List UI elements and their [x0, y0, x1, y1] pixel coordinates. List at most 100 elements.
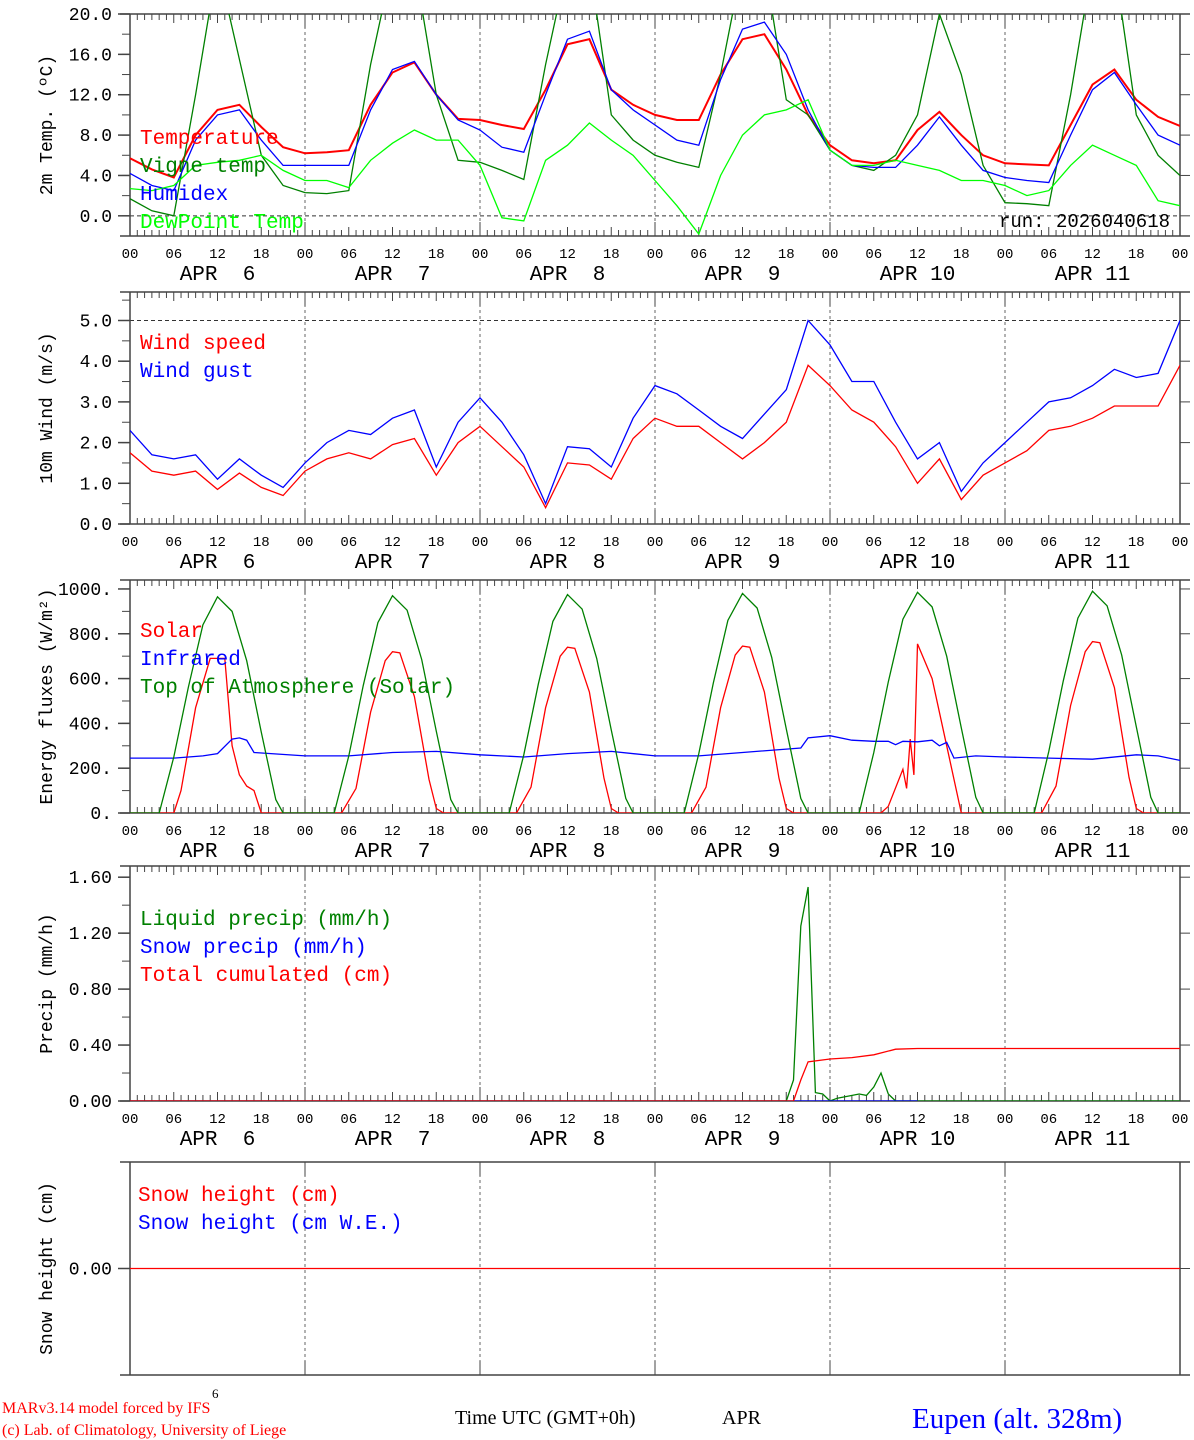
day-label: APR 9	[705, 552, 781, 575]
day-label: APR 8	[530, 264, 606, 287]
x-tick-label: 06	[515, 1112, 532, 1128]
x-tick-label: 06	[865, 1112, 882, 1128]
day-label: APR 11	[1055, 841, 1131, 864]
x-tick-label: 06	[165, 535, 182, 551]
x-tick-label: 06	[865, 247, 882, 263]
x-tick-label: 12	[209, 824, 226, 840]
x-tick-label: 06	[690, 247, 707, 263]
y-tick-label: 0.0	[80, 208, 112, 228]
legend-entry: Solar	[140, 621, 203, 644]
x-tick-label: 06	[515, 824, 532, 840]
day-label: APR 7	[355, 264, 431, 287]
x-tick-label: 12	[559, 1112, 576, 1128]
x-tick-label: 12	[209, 247, 226, 263]
y-tick-label: 2.0	[80, 435, 112, 455]
y-tick-label: 1.0	[80, 475, 112, 495]
x-tick-label: 00	[122, 824, 139, 840]
x-tick-label: 12	[559, 824, 576, 840]
x-tick-label: 06	[690, 535, 707, 551]
legend-entry: Liquid precip (mm/h)	[140, 909, 392, 932]
x-tick-label: 00	[1172, 824, 1189, 840]
x-tick-label: 18	[428, 1112, 445, 1128]
x-tick-label: 06	[165, 247, 182, 263]
day-label: APR 7	[355, 841, 431, 864]
day-label: APR 8	[530, 841, 606, 864]
panel-wind: 00 06 12 18 00 06 12 18 00 06 12 18 00 06 12 18 00 06 12 18…	[38, 291, 1190, 575]
y-tick-label: 8.0	[80, 127, 112, 147]
day-label: APR 6	[180, 264, 256, 287]
series-line-total-cumulated-cm-	[130, 1047, 1180, 1101]
x-tick-label: 06	[865, 824, 882, 840]
x-tick-label: 00	[822, 824, 839, 840]
panel-temperature: 00 06 12 18 00 06 12 18 00 06 12 18 00 06 12 18 00 06 12 18…	[38, 6, 1190, 287]
x-tick-label: 00	[297, 824, 314, 840]
series-line-wind-gust	[130, 319, 1180, 506]
legend-entry: Humidex	[140, 184, 228, 207]
day-label: APR 10	[880, 841, 956, 864]
legend-entry: Infrared	[140, 649, 241, 672]
x-tick-label: 18	[778, 1112, 795, 1128]
day-label: APR 6	[180, 552, 256, 575]
day-label: APR 10	[880, 552, 956, 575]
y-axis-label: Precip (mm/h)	[38, 913, 58, 1053]
x-tick-label: 06	[1040, 535, 1057, 551]
series-line-solar	[130, 640, 1180, 813]
x-tick-label: 18	[953, 247, 970, 263]
day-label: APR 10	[880, 1129, 956, 1152]
x-tick-label: 18	[778, 535, 795, 551]
x-tick-label: 00	[822, 535, 839, 551]
y-tick-label: 5.0	[80, 312, 112, 332]
series-line-vigne-temp	[130, 14, 1180, 217]
x-tick-label: 18	[953, 824, 970, 840]
x-tick-label: 06	[340, 824, 357, 840]
legend-entry: Temperature	[140, 128, 279, 151]
y-tick-label: 0.40	[69, 1037, 112, 1057]
panel-precip: 00 06 12 18 00 06 12 18 00 06 12 18 00 06 12 18 00 06 12 18…	[38, 865, 1190, 1152]
x-tick-label: 12	[209, 1112, 226, 1128]
x-tick-label: 00	[997, 1112, 1014, 1128]
legend-entry: Wind speed	[140, 333, 266, 356]
y-tick-label: 12.0	[69, 87, 112, 107]
y-tick-label: 1000.	[58, 581, 112, 601]
series-group	[130, 886, 1180, 1101]
x-tick-label: 18	[1128, 535, 1145, 551]
y-axis-label: Energy fluxes (W/m²)	[38, 588, 58, 804]
day-label: APR 6	[180, 841, 256, 864]
y-axis-label: Snow height (cm)	[38, 1182, 58, 1355]
x-tick-label: 18	[428, 247, 445, 263]
x-tick-label: 06	[1040, 247, 1057, 263]
series-line-humidex	[130, 21, 1180, 192]
x-tick-label: 00	[122, 535, 139, 551]
x-tick-label: 12	[1084, 247, 1101, 263]
legend-entry: Snow height (cm W.E.)	[138, 1213, 403, 1236]
credit-line-2: (c) Lab. of Climatology, University of L…	[2, 1422, 286, 1439]
series-line-dewpoint-temp	[130, 98, 1180, 236]
x-tick-label: 00	[472, 824, 489, 840]
day-label: APR 11	[1055, 264, 1131, 287]
day-label: APR 10	[880, 264, 956, 287]
y-tick-label: 600.	[69, 671, 112, 691]
x-tick-label: 00	[647, 1112, 664, 1128]
x-tick-label: 18	[253, 824, 270, 840]
x-tick-label: 12	[734, 535, 751, 551]
y-tick-label: 400.	[69, 715, 112, 735]
x-tick-label: 18	[603, 247, 620, 263]
x-tick-label: 18	[778, 247, 795, 263]
x-tick-label: 06	[165, 1112, 182, 1128]
bottom-day-number: 6	[212, 1386, 219, 1401]
panel-snow: 0.00 Snow height (cm) Snow height (cm) Snow…	[38, 1161, 1190, 1376]
x-tick-label: 18	[428, 535, 445, 551]
x-tick-label: 18	[603, 535, 620, 551]
x-tick-label: 12	[384, 535, 401, 551]
x-tick-label: 12	[734, 247, 751, 263]
y-tick-label: 1.20	[69, 925, 112, 945]
x-tick-label: 12	[909, 247, 926, 263]
x-tick-label: 12	[1084, 1112, 1101, 1128]
x-tick-label: 06	[690, 1112, 707, 1128]
x-tick-label: 18	[603, 824, 620, 840]
bottom-month: APR	[722, 1407, 762, 1429]
y-tick-label: 200.	[69, 760, 112, 780]
x-tick-label: 00	[647, 824, 664, 840]
day-label: APR 9	[705, 841, 781, 864]
